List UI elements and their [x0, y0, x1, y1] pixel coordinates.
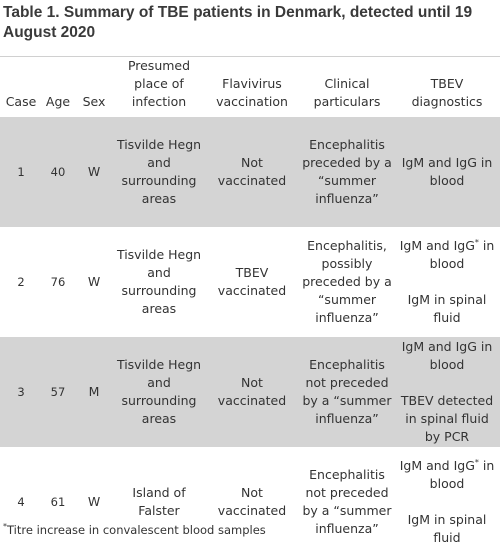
diagnostic-item: IgM and IgG in blood: [401, 339, 493, 372]
diagnostic-item: IgM and IgG* in blood: [396, 457, 498, 493]
diagnostic-text: IgM and IgG: [399, 458, 475, 473]
diagnostic-item: IgM and IgG* in blood: [396, 237, 498, 273]
cell-age: 76: [50, 275, 66, 289]
cell-diagnostics: IgM and IgG* in blood IgM in spinal flui…: [394, 227, 500, 337]
cell-clinical: Encephalitis preceded by a “summer influ…: [300, 117, 394, 227]
cell-vaccination: Not vaccinated: [204, 117, 300, 227]
cell-place: Tisvilde Hegn and surrounding areas: [116, 247, 202, 316]
cell-sex: W: [87, 274, 101, 289]
diagnostic-item: IgM in spinal fluid: [407, 292, 487, 325]
cell-sex: M: [74, 337, 114, 447]
footnote: *Titre increase in convalescent blood sa…: [3, 522, 266, 538]
cell-diagnostics: IgM and IgG in blood: [394, 117, 500, 227]
diagnostic-item: TBEV detected in spinal fluid by PCR: [400, 393, 494, 444]
footnote-mark: *: [3, 522, 7, 532]
cell-age: 57: [42, 337, 74, 447]
cell-clinical: Encephalitis not preceded by a “summer i…: [300, 337, 394, 447]
cell-diagnostics: IgM and IgG* in blood IgM in spinal flui…: [394, 447, 500, 557]
table-title: Table 1. Summary of TBE patients in Denm…: [3, 4, 473, 41]
header-row: Case Age Sex Presumed place of infection…: [0, 56, 500, 117]
col-header-clinical: Clinical particulars: [300, 56, 394, 117]
footnote-text: Titre increase in convalescent blood sam…: [7, 523, 266, 537]
cell-vaccination: Not vaccinated: [217, 485, 287, 518]
diagnostic-text-cont: in blood: [429, 458, 495, 491]
cell-clinical: Encephalitis, possibly preceded by a “su…: [302, 238, 392, 325]
cell-vaccination: Not vaccinated: [204, 337, 300, 447]
cell-place: Tisvilde Hegn and surrounding areas: [114, 337, 204, 447]
table-row: 1 40 W Tisvilde Hegn and surrounding are…: [0, 117, 500, 227]
diagnostic-text: IgM and IgG: [399, 238, 475, 253]
cell-case: 4: [17, 495, 25, 509]
diagnostic-text-cont: in blood: [429, 238, 495, 271]
col-header-diagnostics: TBEV diagnostics: [394, 56, 500, 117]
col-header-age: Age: [42, 56, 74, 117]
cell-age: 61: [50, 495, 66, 509]
cell-case: 3: [0, 337, 42, 447]
col-header-place: Presumed place of infection: [114, 56, 204, 117]
cell-case: 2: [17, 275, 25, 289]
diagnostic-item: IgM and IgG in blood: [401, 155, 493, 188]
table-row: 2 76 W Tisvilde Hegn and surrounding are…: [0, 227, 500, 337]
col-header-case: Case: [0, 56, 42, 117]
diagnostic-item: IgM in spinal fluid: [407, 512, 487, 545]
cell-sex: W: [87, 494, 101, 509]
cell-sex: W: [74, 117, 114, 227]
cell-case: 1: [0, 117, 42, 227]
table-row: 3 57 M Tisvilde Hegn and surrounding are…: [0, 337, 500, 447]
cell-clinical: Encephalitis not preceded by a “summer i…: [302, 467, 392, 536]
cell-place: Tisvilde Hegn and surrounding areas: [114, 117, 204, 227]
cell-vaccination: TBEV vaccinated: [217, 265, 287, 298]
col-header-sex: Sex: [74, 56, 114, 117]
cell-age: 40: [42, 117, 74, 227]
footnote-mark: *: [474, 237, 479, 247]
cell-place: Island of Falster: [132, 485, 186, 518]
footnote-mark: *: [474, 457, 479, 467]
cell-diagnostics: IgM and IgG in blood TBEV detected in sp…: [394, 337, 500, 447]
tbe-table: Case Age Sex Presumed place of infection…: [0, 56, 500, 557]
col-header-vaccination: Flavivirus vaccination: [204, 56, 300, 117]
table-row: 4 61 W Island of Falster Not vaccinated …: [0, 447, 500, 557]
